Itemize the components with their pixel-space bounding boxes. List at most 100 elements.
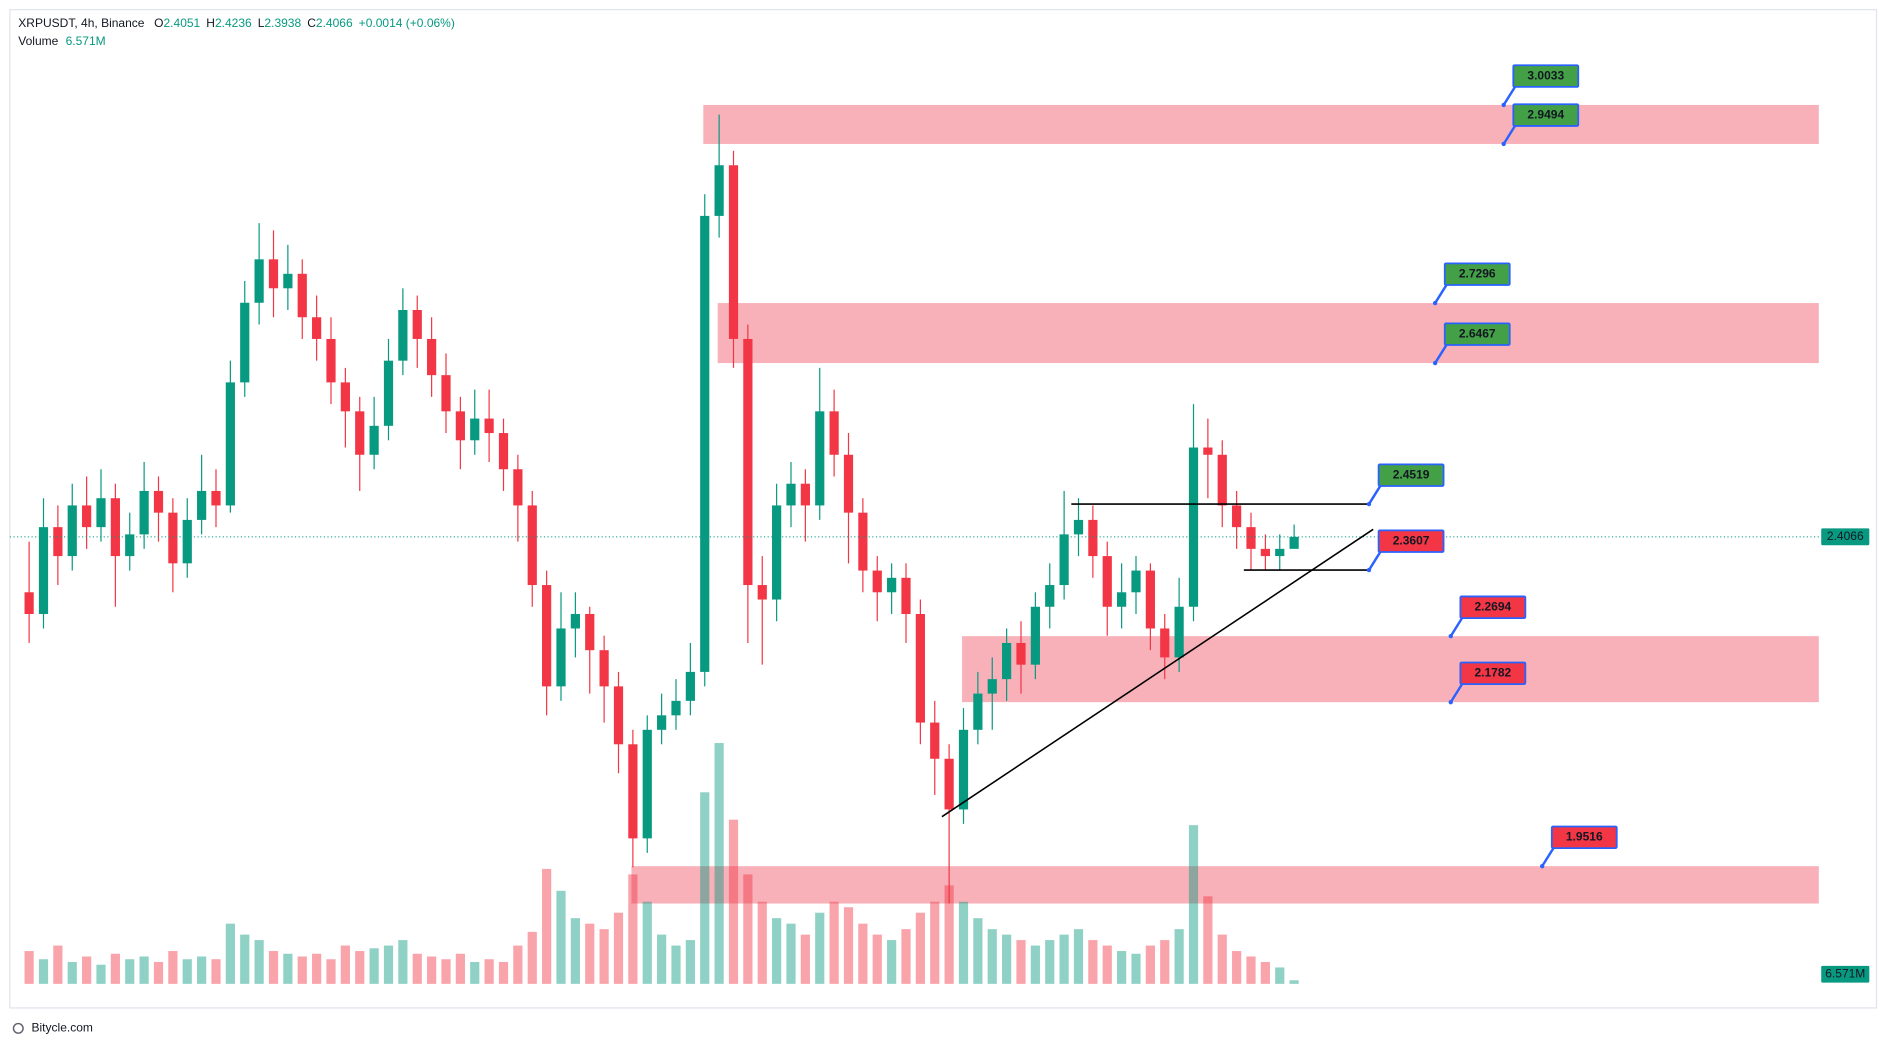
- chart-frame: [9, 9, 1878, 1009]
- candle-body: [901, 577, 911, 614]
- candle-body: [240, 302, 250, 383]
- volume-bar: [38, 959, 49, 984]
- volume-bar: [297, 956, 307, 984]
- volume-bar: [527, 931, 537, 984]
- candle-body: [1275, 548, 1285, 557]
- volume-bar: [1030, 945, 1040, 984]
- volume-bar: [110, 953, 120, 984]
- candle-body: [757, 585, 767, 600]
- callout-pointer: [1541, 846, 1556, 867]
- volume-bar: [657, 934, 667, 984]
- volume-bar: [642, 901, 652, 984]
- candle-body: [53, 527, 63, 557]
- candle-body: [283, 273, 293, 289]
- volume-bar: [930, 901, 940, 984]
- callout-anchor: [1432, 300, 1438, 306]
- volume-bar: [556, 890, 566, 984]
- volume-bar: [1002, 934, 1012, 984]
- candle-body: [657, 715, 667, 730]
- volume-bar: [728, 819, 739, 984]
- volume-bar: [843, 907, 854, 984]
- volume-bar: [67, 961, 77, 984]
- candle-body: [67, 505, 77, 557]
- volume-bar: [326, 959, 336, 984]
- candle-body: [383, 360, 394, 426]
- candle-body: [1246, 527, 1256, 549]
- candle-body: [254, 259, 264, 303]
- candle-body: [887, 577, 897, 593]
- volume-bar: [743, 874, 753, 984]
- legend-key: H: [206, 16, 215, 30]
- trend-line: [941, 528, 1374, 818]
- callout-box: [1459, 661, 1527, 686]
- volume-bar: [1016, 940, 1026, 984]
- drawings: 3.0033 2.9494 2.7296 2.6467 2.4519 2.3607 2.26…: [9, 64, 1819, 869]
- volume-bar: [570, 918, 580, 984]
- volume-bar: [757, 901, 767, 984]
- volume-bar: [470, 961, 480, 984]
- candle-body: [944, 758, 954, 810]
- volume-bar: [1073, 929, 1084, 984]
- candle-body: [642, 729, 652, 839]
- callout-pointer: [1502, 85, 1517, 106]
- callout-box: [1512, 64, 1580, 88]
- candle-body: [82, 505, 92, 528]
- volume-header: Volume 6.571M: [18, 34, 105, 48]
- volume-bar: [355, 951, 365, 984]
- volume-bar: [283, 953, 293, 984]
- callout-box: [1512, 103, 1580, 127]
- candle-body: [297, 273, 307, 318]
- callout-pointer: [1367, 484, 1383, 505]
- candle-body: [585, 613, 595, 651]
- candle-body: [800, 483, 810, 506]
- callout-box: [1443, 262, 1511, 286]
- candle-body: [1030, 606, 1040, 665]
- candle-body: [211, 490, 221, 506]
- volume-bar: [987, 929, 997, 984]
- candle-body: [312, 317, 322, 339]
- volume-bar: [671, 945, 681, 984]
- volume-bar: [599, 929, 609, 984]
- footer-logo: Bitycle.com: [12, 1021, 93, 1035]
- candle-body: [700, 215, 710, 672]
- volume-bar: [1203, 896, 1213, 984]
- candle-body: [1059, 534, 1069, 586]
- callout-pointer: [1367, 550, 1383, 571]
- candle-body: [225, 382, 235, 506]
- callout-pointer: [1434, 343, 1449, 364]
- legend-value: 2.4236: [215, 16, 252, 30]
- volume-bar: [628, 874, 638, 984]
- candle-body: [714, 165, 724, 216]
- candle-body: [527, 505, 537, 586]
- volume-bar: [1217, 934, 1227, 984]
- candle-body: [1117, 592, 1127, 607]
- callout-pointer: [1449, 682, 1464, 703]
- candle-body: [110, 498, 120, 557]
- candle-body: [1203, 447, 1213, 455]
- callout-box: [1377, 463, 1445, 487]
- candle-body: [153, 490, 164, 513]
- callout-label: 3.0033: [1527, 68, 1564, 82]
- candle-body: [513, 469, 523, 506]
- volume-bar: [901, 929, 911, 984]
- candle-body: [182, 519, 192, 564]
- candle-body: [24, 592, 34, 614]
- legend-change: +0.0014 (+0.06%): [359, 16, 455, 30]
- callout-label: 2.1782: [1474, 665, 1511, 679]
- volume-bar: [887, 940, 897, 984]
- volume-bar: [858, 923, 868, 984]
- candle-body: [728, 165, 739, 339]
- volume-bar: [973, 918, 983, 984]
- volume-bar: [139, 956, 149, 984]
- volume-bar: [1117, 951, 1127, 984]
- callout-label: 2.2694: [1474, 599, 1511, 613]
- candle-body: [958, 729, 969, 810]
- logo-icon: [12, 1022, 24, 1034]
- volume-bar: [1275, 967, 1285, 984]
- volume-bar: [197, 956, 207, 984]
- candle-body: [628, 744, 638, 839]
- callout-anchor: [1501, 102, 1506, 108]
- candle-body: [1088, 519, 1098, 557]
- candle-body: [441, 375, 451, 412]
